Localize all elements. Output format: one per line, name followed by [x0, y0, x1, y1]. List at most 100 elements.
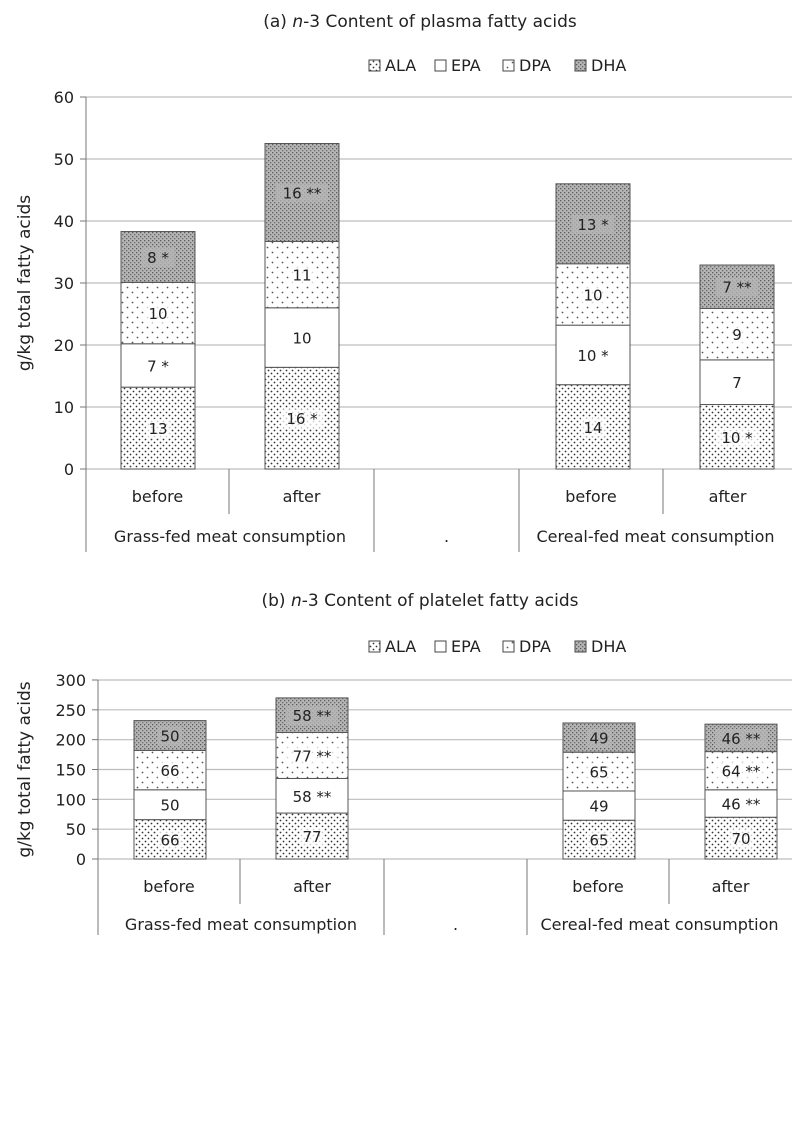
legend-label: ALA: [385, 637, 416, 656]
data-label-bg: [715, 277, 759, 297]
data-label: 77: [302, 828, 321, 846]
legend-label: DHA: [591, 56, 626, 75]
data-label-bg: [586, 728, 612, 748]
data-label: 7 **: [722, 279, 752, 297]
y-tick-label: 20: [54, 336, 74, 355]
y-tick-label: 40: [54, 212, 74, 231]
chart-platelet: (b) n-3 Content of platelet fatty acids …: [15, 591, 792, 935]
data-label-bg: [299, 827, 325, 847]
data-label: 58 **: [293, 788, 332, 806]
legend-item-epa: EPA: [434, 637, 481, 656]
data-label: 65: [589, 832, 608, 850]
data-label-bg: [157, 761, 183, 781]
y-tick-label: 60: [54, 88, 74, 107]
y-tick-label: 50: [54, 150, 74, 169]
group-label: .: [453, 915, 458, 934]
data-label: 58 **: [293, 707, 332, 725]
x-axis-categories: before after before after Grass-fed meat con…: [97, 859, 779, 935]
data-label: 10: [292, 330, 311, 348]
chart-title: (a) n-3 Content of plasma fatty acids: [263, 12, 577, 32]
data-label-bg: [157, 830, 183, 850]
category-label: before: [565, 487, 617, 506]
legend-label: EPA: [451, 637, 481, 656]
category-label: after: [712, 877, 750, 896]
bars: 13 7 * 10 8 * 16 * 10 11 16 ** 14 10 * 10 13 * 10 * 7…: [120, 143, 775, 470]
y-tick-label: 100: [55, 790, 86, 809]
data-label: 16 **: [283, 184, 322, 202]
y-tick-label: 200: [55, 731, 86, 750]
data-label-bg: [580, 285, 606, 305]
data-label-bg: [286, 706, 338, 726]
data-label-bg: [289, 265, 315, 285]
category-label: before: [572, 877, 624, 896]
legend-swatch: [502, 59, 515, 72]
data-label-bg: [157, 726, 183, 746]
data-label-bg: [580, 417, 606, 437]
group-label: Cereal-fed meat consumption: [536, 527, 774, 546]
data-label-bg: [729, 373, 745, 393]
y-axis-label: g/kg total fatty acids: [15, 195, 35, 371]
gridlines: [98, 679, 792, 860]
data-label-bg: [276, 183, 328, 203]
data-label: 7: [732, 374, 742, 392]
data-label-bg: [145, 304, 171, 324]
y-tick-label: 50: [66, 820, 86, 839]
data-label: 13 *: [577, 216, 609, 234]
gridlines: [86, 96, 792, 470]
legend: ALA EPA DPA DHA: [368, 637, 626, 656]
y-tick-label: 300: [55, 671, 86, 690]
chart-plasma: (a) n-3 Content of plasma fatty acids AL…: [15, 12, 792, 552]
data-label-bg: [586, 796, 612, 816]
group-label: Grass-fed meat consumption: [125, 915, 357, 934]
legend-item-ala: ALA: [368, 637, 416, 656]
category-label: after: [283, 487, 321, 506]
legend: ALA EPA DPA DHA: [368, 56, 626, 75]
bar-segment-epa: [555, 324, 631, 386]
data-label-bg: [141, 356, 175, 376]
data-label-bg: [280, 409, 324, 429]
data-label: 77 **: [293, 747, 332, 765]
category-label: after: [293, 877, 331, 896]
data-label-bg: [289, 328, 315, 348]
legend-item-dpa: DPA: [502, 56, 551, 75]
x-axis-categories: before after before after Grass-fed meat con…: [85, 469, 775, 552]
data-label-bg: [145, 419, 171, 439]
legend-swatch: [574, 640, 587, 653]
data-label-bg: [571, 345, 615, 365]
data-label: 70: [731, 830, 750, 848]
data-label: 10 *: [721, 429, 753, 447]
data-label-bg: [715, 794, 767, 814]
data-label: 50: [160, 797, 179, 815]
data-label-bg: [728, 829, 754, 849]
y-axis-ticks: 0 10 20 30 40 50 60: [54, 88, 87, 552]
legend-label: DPA: [519, 637, 551, 656]
legend-item-dha: DHA: [574, 56, 626, 75]
y-tick-label: 150: [55, 761, 86, 780]
data-label-bg: [715, 761, 767, 781]
y-tick-label: 250: [55, 701, 86, 720]
data-label: 66: [160, 831, 179, 849]
data-label: 16 *: [286, 410, 318, 428]
legend-label: EPA: [451, 56, 481, 75]
data-label: 9: [732, 326, 742, 344]
legend-label: ALA: [385, 56, 416, 75]
data-label-bg: [715, 728, 767, 748]
data-label-bg: [157, 795, 183, 815]
data-label-bg: [586, 830, 612, 850]
legend-swatch: [574, 59, 587, 72]
data-label-bg: [571, 214, 615, 234]
legend-swatch: [368, 640, 381, 653]
legend-item-ala: ALA: [368, 56, 416, 75]
data-label: 64 **: [722, 763, 761, 781]
data-label-bg: [286, 786, 338, 806]
data-label: 66: [160, 762, 179, 780]
data-label-bg: [141, 247, 175, 267]
data-label: 10 *: [577, 347, 609, 365]
chart-title: (b) n-3 Content of platelet fatty acids: [261, 591, 578, 611]
data-label: 14: [583, 419, 602, 437]
data-label-bg: [715, 427, 759, 447]
legend-label: DPA: [519, 56, 551, 75]
y-axis-label: g/kg total fatty acids: [15, 681, 35, 857]
data-label: 10: [148, 305, 167, 323]
